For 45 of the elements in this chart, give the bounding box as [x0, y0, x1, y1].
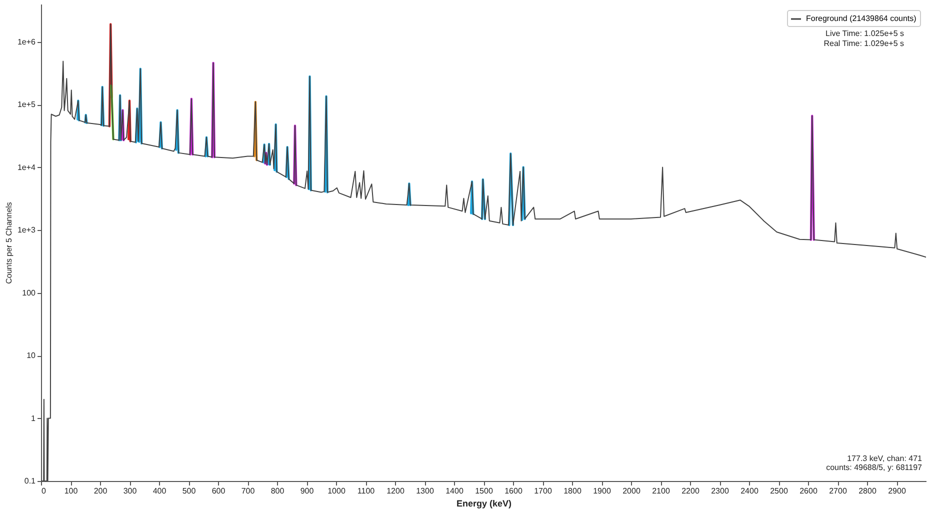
x-tick-label: 2400 [740, 486, 759, 496]
x-tick-label: 1700 [534, 486, 552, 496]
x-axis-title: Energy (keV) [456, 498, 512, 508]
y-tick-label: 100 [22, 288, 36, 298]
x-tick-label: 100 [64, 486, 78, 496]
x-tick-label: 2100 [652, 486, 670, 496]
x-tick-label: 2600 [800, 486, 818, 496]
x-tick-label: 600 [212, 486, 226, 496]
x-tick-label: 1000 [328, 486, 346, 496]
x-tick-label: 1500 [475, 486, 494, 496]
y-tick-label: 1e+6 [17, 37, 36, 46]
annotation: counts: 49688/5, y: 681197 [826, 463, 923, 472]
x-tick-label: 2300 [711, 486, 730, 496]
x-tick-label: 1300 [416, 486, 434, 496]
y-tick-label: 10 [26, 351, 36, 360]
y-tick-label: 1 [31, 414, 36, 423]
annotation: 177.3 keV, chan: 471 [847, 454, 923, 463]
legend-label: Foreground (21439864 counts) [806, 14, 917, 23]
x-tick-label: 1800 [564, 486, 582, 496]
y-tick-label: 1e+5 [17, 100, 36, 110]
x-tick-label: 800 [270, 486, 285, 496]
x-tick-label: 2000 [622, 486, 641, 496]
annotation: Live Time: 1.025e+5 s [826, 29, 904, 38]
y-axis-title: Counts per 5 Channels [4, 202, 14, 284]
x-tick-label: 1200 [386, 486, 405, 496]
x-tick-label: 2800 [858, 486, 877, 496]
x-tick-label: 1400 [446, 486, 464, 496]
x-tick-label: 2900 [888, 486, 906, 496]
y-tick-label: 1e+4 [17, 162, 36, 172]
x-tick-label: 1900 [593, 486, 612, 496]
x-tick-label: 0 [42, 486, 46, 496]
x-tick-label: 2700 [829, 486, 848, 496]
x-tick-label: 900 [300, 486, 314, 496]
x-tick-label: 1600 [504, 486, 523, 496]
x-tick-label: 200 [94, 486, 108, 496]
x-tick-label: 1100 [357, 486, 376, 496]
x-tick-label: 2200 [682, 486, 700, 496]
y-tick-label: 1e+3 [17, 226, 36, 235]
y-tick-label: 0.1 [24, 476, 36, 486]
x-tick-label: 2500 [770, 486, 788, 496]
x-tick-label: 400 [152, 486, 167, 496]
x-tick-label: 500 [182, 486, 196, 496]
x-tick-label: 300 [123, 486, 138, 496]
x-tick-label: 700 [241, 486, 256, 496]
annotation: Real Time: 1.029e+5 s [824, 39, 904, 48]
